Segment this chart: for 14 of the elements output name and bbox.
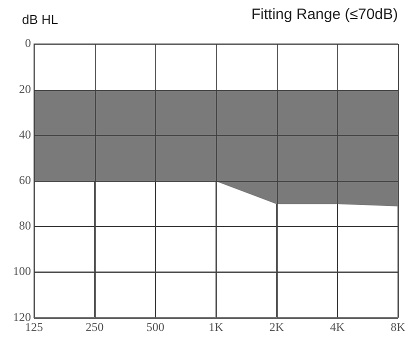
x-tick-label: 4K xyxy=(330,320,345,334)
x-tick-label: 8K xyxy=(390,320,406,334)
y-tick-label: 20 xyxy=(19,82,31,96)
y-tick-label: 60 xyxy=(19,172,31,187)
x-tick-label: 1K xyxy=(208,320,224,334)
x-tick-label: 250 xyxy=(86,320,104,334)
y-tick-label: 80 xyxy=(19,218,31,233)
chart-title: Fitting Range (≤70dB) xyxy=(251,6,398,24)
x-tick-label: 2K xyxy=(269,320,284,334)
y-axis-title: dB HL xyxy=(22,12,58,27)
y-tick-label: 0 xyxy=(25,36,31,50)
y-tick-label: 40 xyxy=(19,127,31,142)
x-tick-label: 500 xyxy=(146,320,164,334)
y-tick-label: 100 xyxy=(13,264,31,278)
